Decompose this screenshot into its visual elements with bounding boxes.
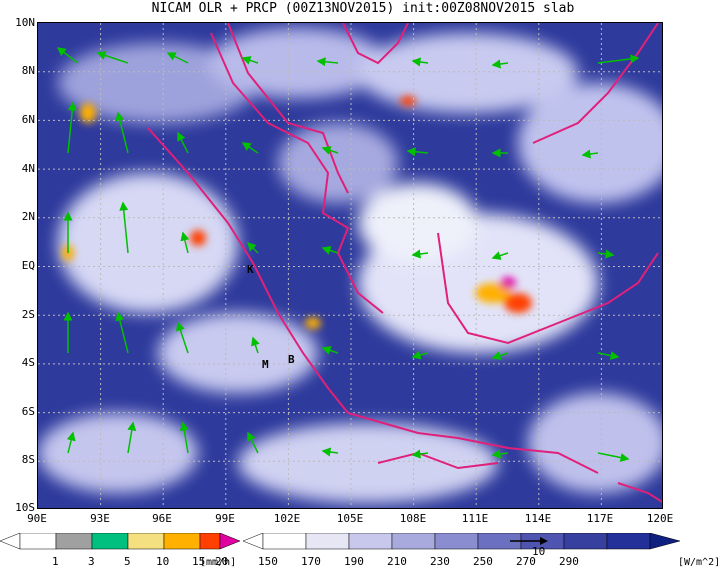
x-tick-label: 90E xyxy=(27,512,47,525)
x-tick-label: 108E xyxy=(399,512,427,525)
x-tick-label: 102E xyxy=(273,512,301,525)
x-tick-label: 120E xyxy=(646,512,674,525)
precip-legend-label: 3 xyxy=(88,555,95,568)
y-tick-label: 6S xyxy=(21,405,35,418)
olr-legend-label: 270 xyxy=(516,555,536,568)
olr-legend-label: 250 xyxy=(473,555,493,568)
y-tick-label: 2N xyxy=(21,210,35,223)
marker-b: B xyxy=(288,353,295,366)
cloud-field xyxy=(38,28,662,503)
legend-area: 1 3 5 10 15 20 [mm/h] 150 170 190 210 23… xyxy=(0,533,726,571)
y-tick-label: 4N xyxy=(21,162,35,175)
x-tick-label: 93E xyxy=(90,512,110,525)
olr-legend-label: 150 xyxy=(258,555,278,568)
y-tick-label: 2S xyxy=(21,308,35,321)
y-tick-label: 4S xyxy=(21,356,35,369)
map-canvas xyxy=(38,23,662,508)
precip-legend-label: 10 xyxy=(156,555,170,568)
olr-legend-label: 190 xyxy=(344,555,364,568)
legend-colorbars xyxy=(0,533,681,550)
chart-title: NICAM OLR + PRCP (00Z13NOV2015) init:00Z… xyxy=(151,1,575,16)
vector-scale-label: 10 xyxy=(532,545,546,558)
y-tick-label: 6N xyxy=(21,113,35,126)
precip-colorbar xyxy=(0,533,241,550)
y-tick-label: 8S xyxy=(21,453,35,466)
y-tick-label: 10S xyxy=(15,501,35,514)
marker-m: M xyxy=(262,358,269,371)
x-tick-label: 105E xyxy=(336,512,364,525)
precip-legend-label: 1 xyxy=(52,555,59,568)
y-tick-label: 8N xyxy=(21,64,35,77)
x-tick-label: 96E xyxy=(152,512,172,525)
coastlines xyxy=(147,23,662,503)
olr-legend-label: 290 xyxy=(559,555,579,568)
x-tick-label: 117E xyxy=(586,512,614,525)
olr-legend-unit: [W/m^2] xyxy=(678,557,721,568)
y-tick-label: 10N xyxy=(15,16,35,29)
olr-legend-label: 210 xyxy=(387,555,407,568)
map-panel: K M B xyxy=(37,22,663,509)
olr-legend-label: 170 xyxy=(301,555,321,568)
olr-colorbar xyxy=(242,533,681,550)
x-tick-label: 111E xyxy=(461,512,489,525)
precip-legend-unit: [mm/h] xyxy=(200,557,237,568)
gridlines xyxy=(38,23,662,508)
olr-legend-label: 230 xyxy=(430,555,450,568)
marker-k: K xyxy=(247,263,254,276)
x-tick-label: 114E xyxy=(524,512,552,525)
precip-legend-label: 20 xyxy=(215,555,229,568)
precip-legend-label: 15 xyxy=(192,555,206,568)
x-tick-label: 99E xyxy=(215,512,235,525)
wind-vectors xyxy=(56,47,640,462)
precip-legend-label: 5 xyxy=(124,555,131,568)
y-tick-label: EQ xyxy=(21,259,35,272)
